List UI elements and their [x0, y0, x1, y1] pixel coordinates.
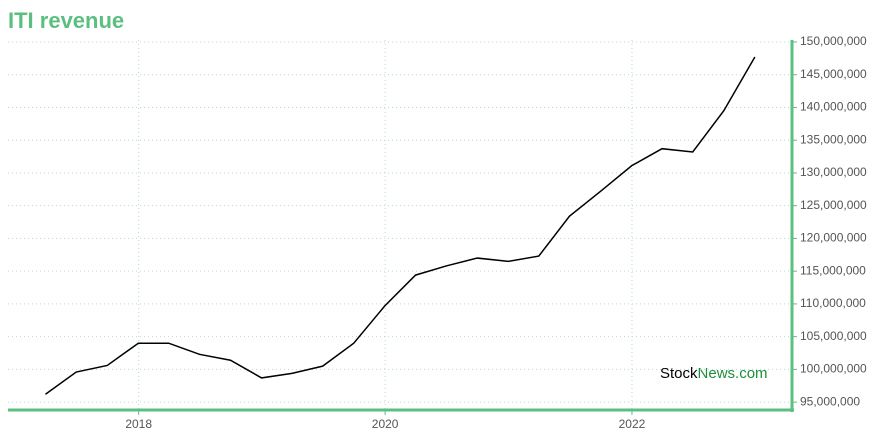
y-tick-label: 115,000,000 — [800, 263, 866, 277]
y-tick-label: 150,000,000 — [800, 34, 867, 48]
x-tick-label: 2020 — [372, 417, 399, 431]
watermark-stock: Stock — [660, 365, 698, 382]
x-tick-label: 2018 — [125, 417, 152, 431]
y-tick-label: 110,000,000 — [800, 296, 866, 310]
y-tick-label: 95,000,000 — [800, 394, 860, 408]
watermark: StockNews.com — [660, 365, 768, 382]
chart-title: ITI revenue — [8, 8, 124, 33]
watermark-news: News.com — [698, 365, 768, 382]
x-tick-label: 2022 — [619, 417, 646, 431]
y-tick-label: 125,000,000 — [800, 198, 867, 212]
y-tick-label: 135,000,000 — [800, 132, 867, 146]
line-series — [45, 56, 756, 395]
y-tick-label: 130,000,000 — [800, 165, 867, 179]
y-tick-label: 145,000,000 — [800, 67, 867, 81]
y-tick-label: 100,000,000 — [800, 362, 867, 376]
y-tick-label: 120,000,000 — [800, 231, 867, 245]
y-tick-label: 140,000,000 — [800, 100, 867, 114]
y-tick-label: 105,000,000 — [800, 329, 867, 343]
